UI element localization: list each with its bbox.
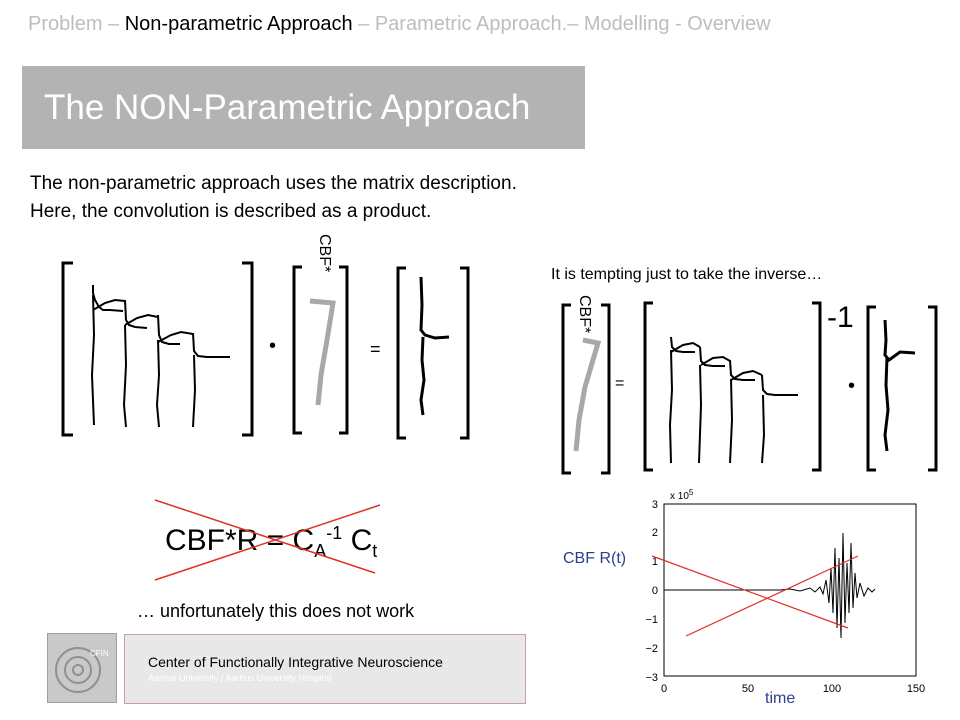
left-matrix-equation: • = (61, 261, 470, 440)
cbf-plot: 3 2 1 0 −1 −2 −3 0 50 100 150 x 105 (645, 488, 925, 695)
xtick-150: 150 (907, 683, 925, 695)
ytick-0: 0 (652, 585, 658, 597)
result-brackets (396, 266, 470, 440)
right-matrix-brackets (643, 301, 822, 472)
vector-brackets (292, 265, 349, 435)
footer-title: Center of Functionally Integrative Neuro… (148, 654, 443, 670)
xtick-0: 0 (661, 683, 667, 695)
title-banner (22, 66, 585, 149)
right-matrix-equation: = -1 • (561, 301, 938, 475)
inverse-superscript: -1 (827, 301, 854, 334)
ytick-3: 3 (652, 499, 658, 511)
ytick-2: 2 (652, 527, 658, 539)
cfin-logo: CFIN (47, 633, 117, 703)
footer-banner (124, 634, 526, 704)
ytick-m3: −3 (645, 672, 658, 684)
logo-text: CFIN (90, 649, 109, 658)
dot-operator: • (269, 335, 276, 357)
plot-cross-line-1 (651, 555, 849, 629)
right-result-curve (883, 319, 916, 452)
right-vector-curve (573, 337, 602, 452)
ytick-m2: −2 (645, 643, 658, 655)
breadcrumb-problem[interactable]: Problem – (28, 13, 125, 35)
right-dot-operator: • (848, 375, 855, 397)
ytick-1: 1 (652, 556, 658, 568)
equals-sign: = (370, 339, 381, 359)
plot-ylabel: CBF R(t) (563, 550, 627, 567)
ytick-m1: −1 (645, 614, 658, 626)
plot-xlabel: time (765, 690, 796, 707)
breadcrumb: Problem – Non-parametric Approach – Para… (28, 13, 771, 36)
result-caption: … unfortunately this does not work (137, 601, 415, 621)
footer-subtitle: Aarhus University / Aarhus University Ho… (148, 673, 332, 683)
plot-exponent: x 105 (670, 488, 694, 502)
breadcrumb-active[interactable]: Non-parametric Approach (124, 13, 353, 35)
plot-cross-line-2 (685, 555, 859, 637)
xtick-100: 100 (823, 683, 841, 695)
right-vector-brackets (561, 303, 611, 475)
intro-line-2: Here, the convolution is described as a … (30, 201, 432, 222)
inverse-heading: It is tempting just to take the inverse… (551, 266, 823, 283)
vector-curve (309, 298, 336, 406)
matrix-brackets (61, 261, 254, 437)
intro-line-1: The non-parametric approach uses the mat… (30, 173, 517, 194)
right-equals-sign: = (615, 375, 624, 392)
right-matrix-curves (668, 336, 798, 464)
breadcrumb-rest[interactable]: – Parametric Approach.– Modelling - Over… (352, 13, 771, 35)
spiral-icon: CFIN (55, 647, 109, 693)
plot-signal (664, 532, 876, 639)
xtick-50: 50 (742, 683, 754, 695)
right-vector-label: CBF* (576, 295, 593, 334)
matrix-curves (90, 285, 230, 428)
formula-cross (154, 499, 381, 581)
page-title: The NON-Parametric Approach (44, 88, 531, 127)
left-vector-label: CBF* (316, 234, 333, 273)
right-result-brackets (866, 305, 938, 472)
result-curve (419, 276, 450, 416)
